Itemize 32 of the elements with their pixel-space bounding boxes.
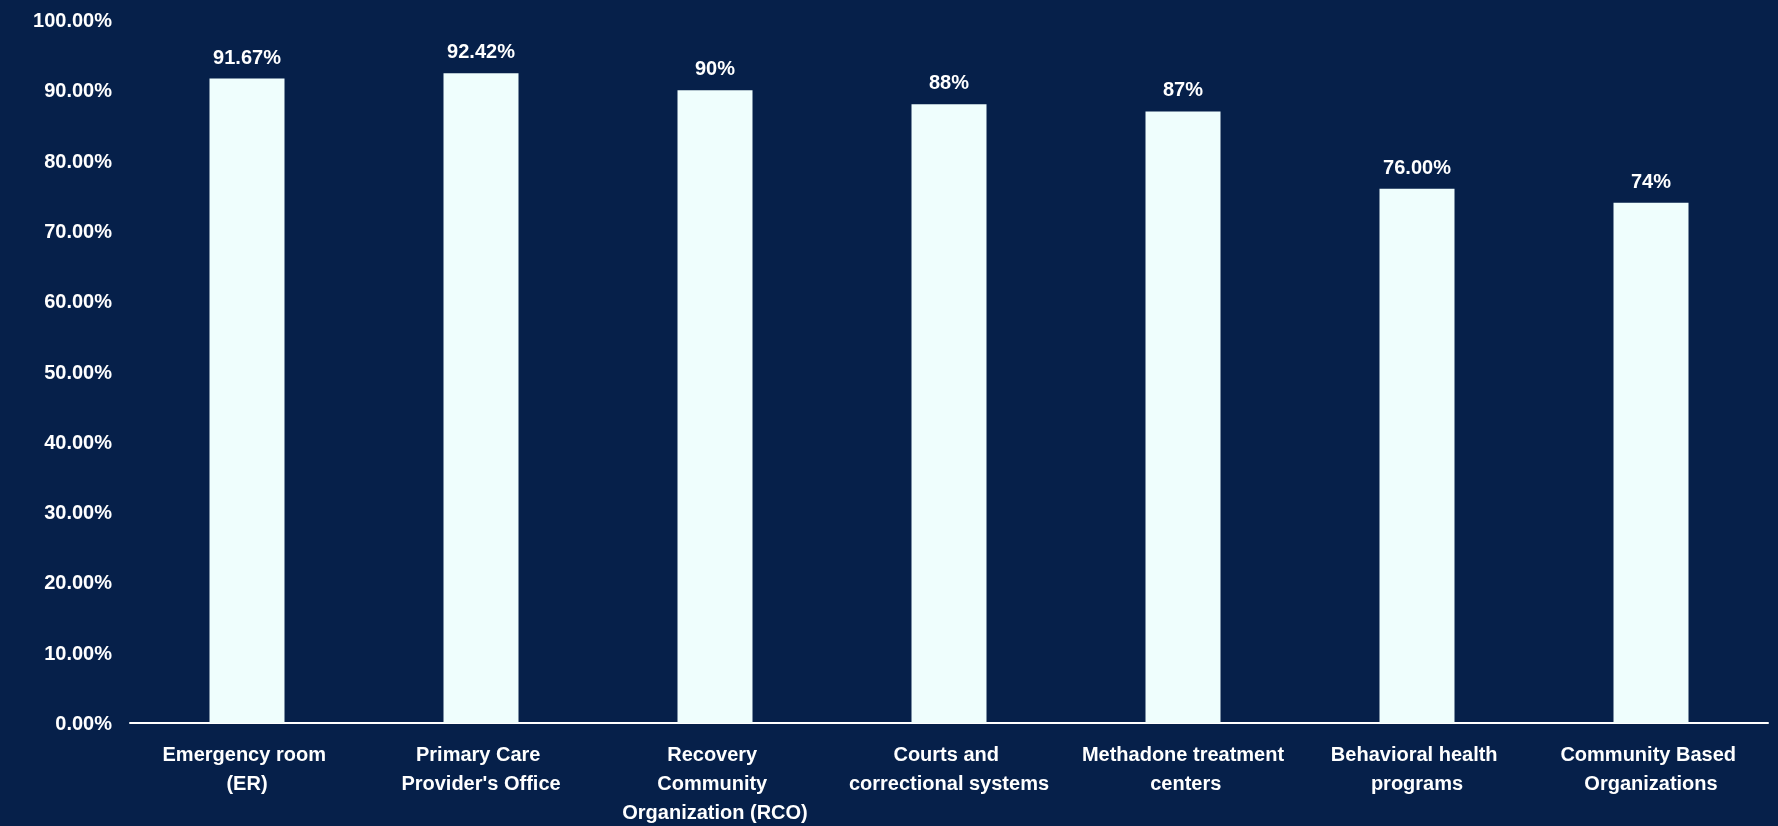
data-label: 74% [1630,169,1672,192]
data-label: 88% [928,71,970,94]
y-tick-label: 40.00% [44,430,113,453]
y-tick-label: 30.00% [44,501,113,524]
y-tick-label: 0.00% [55,712,113,734]
y-tick-label: 50.00% [44,360,113,383]
y-tick-label: 70.00% [44,219,113,242]
data-label: 92.42% [447,40,516,63]
x-tick-label: Courts and correctional systems [848,742,1050,794]
bar [1379,188,1455,723]
bar [677,90,753,723]
x-tick-label: Community Based Organizations [1560,742,1742,794]
y-tick-label: 10.00% [44,641,113,664]
data-label: 87% [1162,78,1204,101]
bar [1145,111,1221,723]
y-tick-label: 80.00% [44,149,113,172]
x-tick-label: Emergency room (ER) [162,742,332,794]
data-label: 91.67% [213,45,282,68]
y-tick-label: 100.00% [33,9,113,31]
bar [1613,202,1689,723]
y-tick-label: 60.00% [44,290,113,313]
data-label: 90% [694,57,736,80]
x-tick-label: Behavioral health programs [1330,742,1504,794]
x-tick-label: Recovery Community Organization (RCO) [622,742,808,823]
data-label: 76.00% [1383,155,1452,178]
bar [209,78,285,723]
y-tick-label: 90.00% [44,79,113,102]
bar [911,104,987,723]
bar [443,73,519,723]
x-tick-label: Primary Care Provider's Office [401,742,561,794]
x-tick-label: Methadone treatment centers [1081,742,1285,794]
y-tick-label: 20.00% [44,571,113,594]
